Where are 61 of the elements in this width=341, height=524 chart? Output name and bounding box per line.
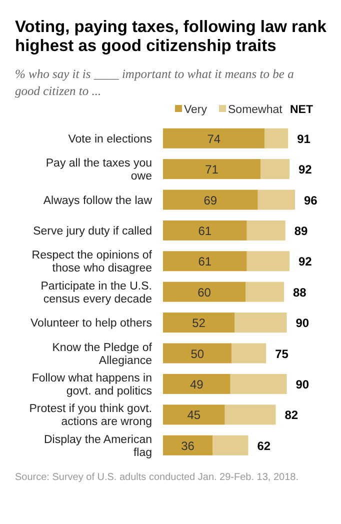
bar [163, 251, 247, 272]
bar [264, 128, 288, 148]
bar [163, 159, 261, 180]
total-label: 91 [297, 132, 311, 146]
bar [163, 220, 247, 240]
bar [163, 282, 246, 302]
bar [163, 343, 232, 364]
chart-title: Voting, paying taxes, following law rank highest as good citizenship traits [15, 18, 328, 55]
bar [232, 343, 266, 364]
bar [230, 374, 287, 394]
total-label: 92 [298, 162, 312, 177]
y-tick-label: Always follow the law [43, 194, 153, 207]
data-label: 52 [192, 316, 206, 330]
data-label: 61 [198, 254, 212, 269]
data-label: 49 [190, 377, 204, 392]
y-tick-label: Follow what happens in govt. and politics [32, 372, 152, 398]
total-label: 75 [275, 346, 289, 361]
bar [163, 190, 258, 210]
chart-subtitle: % who say it is ____ important to what it means to be a good citizen to ... [15, 67, 294, 98]
y-tick-label: Volunteer to help others [30, 318, 152, 330]
y-tick-label: Participate in the U.S. census every decade [40, 280, 152, 306]
bar [258, 190, 295, 210]
total-label: 90 [296, 377, 310, 392]
total-label: 62 [257, 438, 271, 453]
y-tick-label: Know the Pledge of Allegiance [52, 342, 153, 367]
total-label: 90 [296, 316, 310, 330]
bar [212, 435, 248, 456]
bar [163, 404, 225, 425]
y-tick-label: Vote in elections [68, 133, 152, 146]
bar [163, 435, 212, 456]
bar [246, 282, 284, 302]
bar [163, 374, 230, 394]
data-label: 45 [187, 408, 201, 422]
text: NET [290, 104, 313, 116]
bar [224, 404, 276, 425]
data-label: 61 [198, 224, 212, 238]
data-label: 71 [205, 162, 219, 177]
y-tick-label: Protest if you think govt. actions are wrong [29, 403, 152, 428]
data-label: 60 [198, 285, 212, 300]
total-label: 82 [284, 408, 298, 422]
legend-label: Somewhat [228, 104, 284, 116]
source-note: Source: Survey of U.S. adults conducted Jan. 29-Feb. 13, 2018. [15, 472, 299, 483]
total-label: 96 [304, 193, 318, 208]
bar [163, 312, 234, 333]
y-tick-label: Serve jury duty if called [33, 225, 152, 238]
total-label: 88 [293, 285, 307, 300]
y-tick-label: Display the American flag [44, 434, 152, 459]
total-label: 89 [294, 224, 308, 238]
total-label: 92 [298, 254, 312, 269]
y-tick-label: Respect the opinions of those who disagree [32, 250, 153, 275]
bar [246, 251, 290, 272]
data-label: 50 [190, 346, 204, 361]
data-label: 69 [204, 193, 218, 208]
data-label: 36 [181, 438, 195, 453]
data-label: 74 [207, 132, 221, 146]
y-tick-label: Pay all the taxes you owe [46, 158, 152, 183]
bar [234, 312, 287, 333]
bar [246, 220, 286, 240]
legend-label: Very [184, 104, 208, 116]
bar [260, 159, 290, 180]
bar [163, 128, 265, 148]
